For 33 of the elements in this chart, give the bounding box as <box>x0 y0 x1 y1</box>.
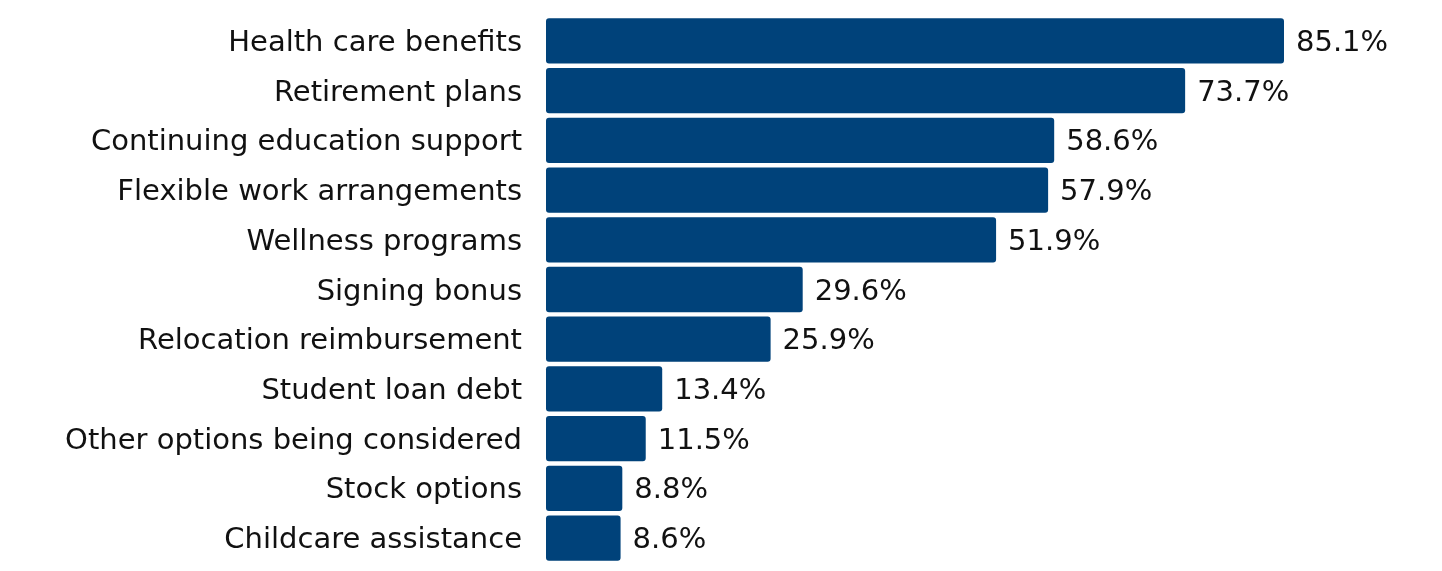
data-label: 85.1% <box>1296 23 1389 58</box>
y-tick-label: Student loan debt <box>261 371 522 406</box>
y-tick-label: Continuing education support <box>90 123 522 158</box>
bar <box>546 217 997 263</box>
data-label: 51.9% <box>1008 222 1101 257</box>
bar <box>546 117 1055 163</box>
data-label: 11.5% <box>657 421 750 456</box>
y-tick-label: Retirement plans <box>273 73 522 108</box>
y-tick-label: Health care benefits <box>228 23 522 58</box>
bar <box>546 266 803 313</box>
y-tick-label: Flexible work arrangements <box>117 173 522 208</box>
bar <box>546 316 771 362</box>
data-label: 8.6% <box>632 521 707 556</box>
y-tick-label: Other options being considered <box>65 421 522 456</box>
bar <box>546 18 1284 64</box>
data-label: 8.8% <box>634 471 708 506</box>
data-label: 57.9% <box>1060 173 1153 208</box>
bar <box>546 67 1186 114</box>
data-label: 25.9% <box>782 322 875 357</box>
y-tick-label: Wellness programs <box>246 222 522 257</box>
bar <box>546 416 646 462</box>
y-tick-label: Childcare assistance <box>224 521 522 556</box>
bar <box>546 465 623 512</box>
data-label: 73.7% <box>1197 73 1290 108</box>
data-label: 29.6% <box>814 272 907 307</box>
bar <box>546 167 1049 213</box>
bar <box>546 366 663 412</box>
data-label: 58.6% <box>1066 123 1159 158</box>
y-tick-label: Stock options <box>325 471 522 506</box>
bar <box>546 515 621 561</box>
y-tick-label: Relocation reimbursement <box>138 322 522 357</box>
y-tick-label: Signing bonus <box>316 272 522 307</box>
data-label: 13.4% <box>674 371 767 406</box>
